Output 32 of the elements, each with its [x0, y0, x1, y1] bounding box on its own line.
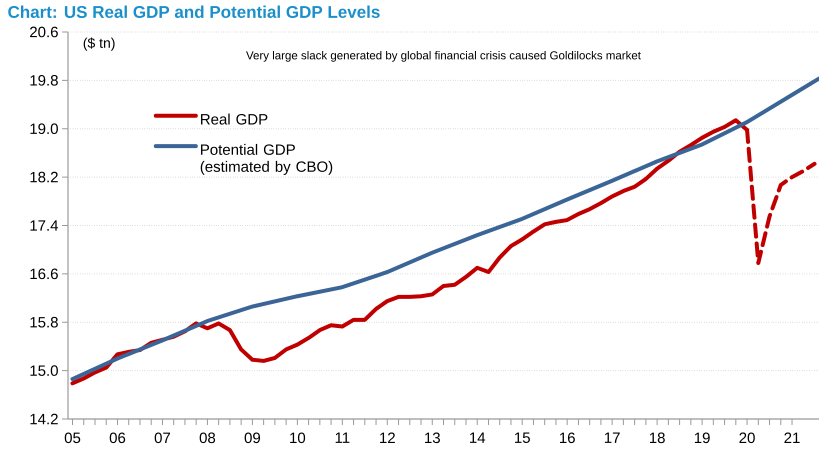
x-tick-label: 19	[694, 432, 710, 444]
chart-title: Chart: US Real GDP and Potential GDP Levels	[8, 6, 380, 18]
annotation: Very large slack generated by global financial crisis caused Goldilocks market	[246, 50, 641, 62]
y-tick-label: 15.0	[30, 365, 58, 376]
y-tick-label: 19.8	[30, 75, 58, 86]
y-tick-label: 20.6	[30, 26, 58, 38]
y-tick-label: 16.6	[30, 268, 58, 280]
line-series	[70, 76, 819, 382]
y-axis-title: ($ tn)	[84, 37, 115, 51]
x-tick-label: 16	[560, 432, 575, 444]
x-tick-label: 08	[200, 432, 216, 444]
x-tick-label: 17	[604, 432, 620, 443]
x-tick-label: 05	[64, 432, 80, 444]
legend-label: Real GDP	[201, 114, 268, 125]
x-tick-label: 11	[336, 432, 350, 443]
x-tick-label: 13	[425, 432, 440, 444]
y-tick-label: 17.4	[30, 220, 58, 231]
y-tick-label: 18.2	[30, 172, 58, 182]
x-tick-label: 06	[110, 432, 126, 444]
x-tick-label: 20	[739, 432, 755, 444]
x-tick-label: 18	[650, 432, 665, 444]
y-tick-label: 14.2	[30, 414, 58, 424]
x-tick-label: 10	[290, 432, 306, 444]
x-tick-label: 14	[470, 432, 486, 443]
x-tick-label: 12	[380, 432, 395, 443]
x-tick-label: 21	[784, 432, 800, 443]
x-tick-label: 09	[244, 432, 260, 444]
x-tick-label: 07	[154, 432, 170, 444]
y-tick-label: 15.8	[30, 316, 58, 328]
x-tick-label: 15	[515, 432, 530, 443]
legend-label: Potential GDP (estimated by CBO)	[200, 144, 332, 175]
y-tick-label: 19.0	[30, 123, 58, 134]
